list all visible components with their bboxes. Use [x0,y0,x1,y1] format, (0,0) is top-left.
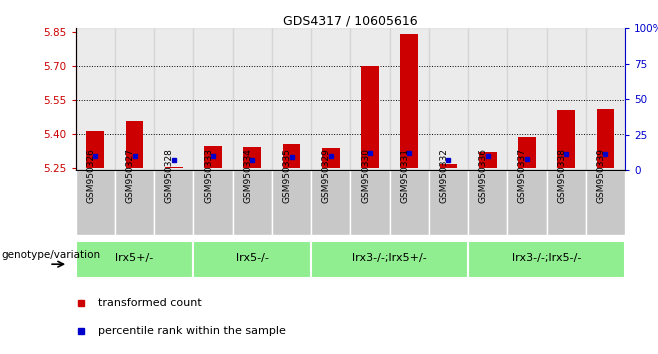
Text: genotype/variation: genotype/variation [1,250,101,260]
Text: GSM950337: GSM950337 [518,148,527,202]
Bar [390,28,429,170]
Bar [586,28,625,170]
Text: GSM950329: GSM950329 [322,148,331,202]
Bar [154,170,193,235]
Bar [311,241,468,278]
Bar [115,28,154,170]
Bar [115,170,154,235]
Bar [429,28,468,170]
Bar [597,109,615,168]
Text: lrx5+/-: lrx5+/- [115,253,154,263]
Text: GSM950336: GSM950336 [479,148,488,202]
Text: GSM950333: GSM950333 [204,148,213,202]
Bar [547,28,586,170]
Title: GDS4317 / 10605616: GDS4317 / 10605616 [283,14,418,27]
Bar [272,170,311,235]
Bar [361,66,379,168]
Bar [351,28,390,170]
Text: GSM950332: GSM950332 [440,148,449,202]
Text: lrx3-/-;lrx5-/-: lrx3-/-;lrx5-/- [512,253,581,263]
Text: GSM950326: GSM950326 [86,148,95,202]
Text: GSM950327: GSM950327 [126,148,134,202]
Bar [193,241,311,278]
Bar [547,170,586,235]
Bar [468,28,507,170]
Bar [468,170,507,235]
Text: GSM950334: GSM950334 [243,148,252,202]
Text: GSM950330: GSM950330 [361,148,370,202]
Bar [283,144,300,168]
Bar [311,170,351,235]
Bar [204,146,222,168]
Bar [193,170,233,235]
Bar [272,28,311,170]
Bar [390,170,429,235]
Text: lrx5-/-: lrx5-/- [236,253,268,263]
Bar [126,121,143,168]
Bar [586,170,625,235]
Bar [86,131,104,168]
Bar [322,148,340,168]
Text: GSM950328: GSM950328 [164,148,174,202]
Text: transformed count: transformed count [97,298,201,308]
Bar [429,170,468,235]
Bar [233,28,272,170]
Bar [351,170,390,235]
Bar [76,241,193,278]
Bar [76,28,115,170]
Text: percentile rank within the sample: percentile rank within the sample [97,326,286,336]
Bar [193,28,233,170]
Text: GSM950339: GSM950339 [597,148,605,202]
Bar [154,28,193,170]
Bar [311,28,351,170]
Text: GSM950331: GSM950331 [400,148,409,202]
Bar [468,241,625,278]
Bar [401,34,418,168]
Bar [440,164,457,168]
Bar [518,137,536,168]
Text: GSM950338: GSM950338 [557,148,567,202]
Bar [557,110,575,168]
Bar [479,152,497,168]
Bar [243,147,261,168]
Bar [507,28,547,170]
Bar [165,166,183,168]
Bar [76,170,115,235]
Bar [233,170,272,235]
Text: GSM950335: GSM950335 [282,148,291,202]
Bar [507,170,547,235]
Text: lrx3-/-;lrx5+/-: lrx3-/-;lrx5+/- [352,253,427,263]
